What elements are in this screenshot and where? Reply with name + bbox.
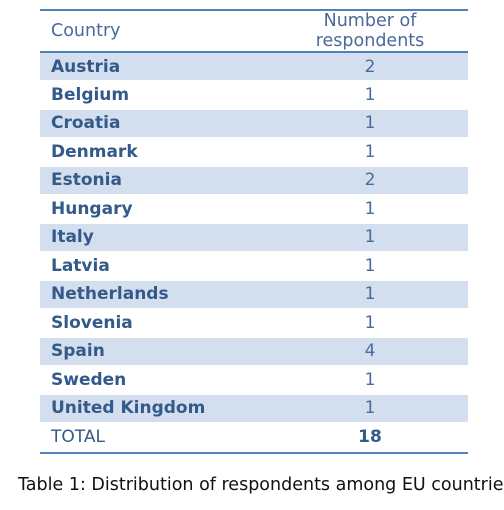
respondents-cell: 1 (258, 251, 468, 281)
respondents-cell: 1 (258, 394, 468, 423)
country-cell: Latvia (40, 251, 258, 281)
respondents-cell: 1 (258, 80, 468, 110)
table-row: Spain 4 (40, 337, 468, 366)
respondents-cell: 4 (258, 337, 468, 366)
respondents-cell: 1 (258, 308, 468, 338)
table-row: United Kingdom 1 (40, 394, 468, 423)
table-row: Sweden 1 (40, 365, 468, 395)
respondents-cell: 1 (258, 194, 468, 224)
respondents-cell: 1 (258, 109, 468, 138)
country-cell: Estonia (40, 166, 258, 195)
table-row: Estonia 2 (40, 166, 468, 195)
total-value: 18 (258, 422, 468, 454)
country-cell: Hungary (40, 194, 258, 224)
country-cell: Italy (40, 223, 258, 252)
total-row: TOTAL 18 (40, 422, 468, 454)
respondents-cell: 1 (258, 365, 468, 395)
table-row: Netherlands 1 (40, 280, 468, 309)
country-cell: Denmark (40, 137, 258, 167)
country-cell: Spain (40, 337, 258, 366)
country-cell: Belgium (40, 80, 258, 110)
country-cell: Sweden (40, 365, 258, 395)
table-row: Slovenia 1 (40, 308, 468, 338)
table-header-row: Country Number of respondents (40, 9, 468, 53)
respondents-table: Country Number of respondents Austria 2 … (40, 9, 468, 454)
respondents-cell: 1 (258, 223, 468, 252)
country-cell: Croatia (40, 109, 258, 138)
country-cell: Austria (40, 52, 258, 81)
table-row: Italy 1 (40, 223, 468, 252)
country-column-header: Country (40, 9, 258, 53)
country-cell: United Kingdom (40, 394, 258, 423)
country-cell: Slovenia (40, 308, 258, 338)
respondents-cell: 2 (258, 52, 468, 81)
total-label: TOTAL (40, 422, 258, 454)
respondents-cell: 1 (258, 137, 468, 167)
table-row: Belgium 1 (40, 80, 468, 110)
table-body: Austria 2 Belgium 1 Croatia 1 Denmark 1 … (40, 52, 468, 423)
respondents-column-header: Number of respondents (258, 9, 468, 53)
respondents-table-container: Country Number of respondents Austria 2 … (40, 9, 468, 454)
table-caption: Table 1: Distribution of respondents amo… (18, 475, 504, 495)
respondents-cell: 1 (258, 280, 468, 309)
table-row: Croatia 1 (40, 109, 468, 138)
respondents-cell: 2 (258, 166, 468, 195)
table-row: Latvia 1 (40, 251, 468, 281)
table-row: Denmark 1 (40, 137, 468, 167)
table-row: Hungary 1 (40, 194, 468, 224)
table-row: Austria 2 (40, 52, 468, 81)
country-cell: Netherlands (40, 280, 258, 309)
